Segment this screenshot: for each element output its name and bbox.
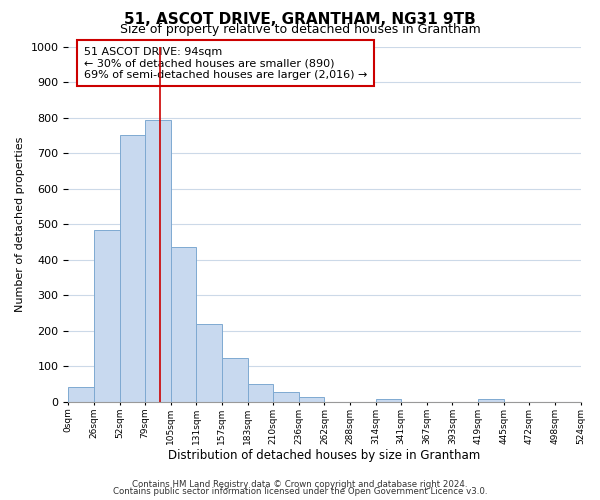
Bar xyxy=(145,120,171,402)
Y-axis label: Number of detached properties: Number of detached properties xyxy=(15,136,25,312)
Text: 51 ASCOT DRIVE: 94sqm
← 30% of detached houses are smaller (890)
69% of semi-det: 51 ASCOT DRIVE: 94sqm ← 30% of detached … xyxy=(83,46,367,80)
Text: 51, ASCOT DRIVE, GRANTHAM, NG31 9TB: 51, ASCOT DRIVE, GRANTHAM, NG31 9TB xyxy=(124,12,476,28)
X-axis label: Distribution of detached houses by size in Grantham: Distribution of detached houses by size … xyxy=(168,450,481,462)
Bar xyxy=(222,358,248,402)
Bar xyxy=(248,384,273,402)
Bar xyxy=(171,246,196,402)
Bar xyxy=(119,136,145,402)
Bar xyxy=(376,399,401,402)
Bar xyxy=(273,392,299,402)
Text: Contains HM Land Registry data © Crown copyright and database right 2024.: Contains HM Land Registry data © Crown c… xyxy=(132,480,468,489)
Bar xyxy=(299,397,325,402)
Bar xyxy=(94,230,119,402)
Bar xyxy=(478,399,503,402)
Text: Size of property relative to detached houses in Grantham: Size of property relative to detached ho… xyxy=(119,22,481,36)
Bar xyxy=(68,386,94,402)
Text: Contains public sector information licensed under the Open Government Licence v3: Contains public sector information licen… xyxy=(113,487,487,496)
Bar xyxy=(196,324,222,402)
